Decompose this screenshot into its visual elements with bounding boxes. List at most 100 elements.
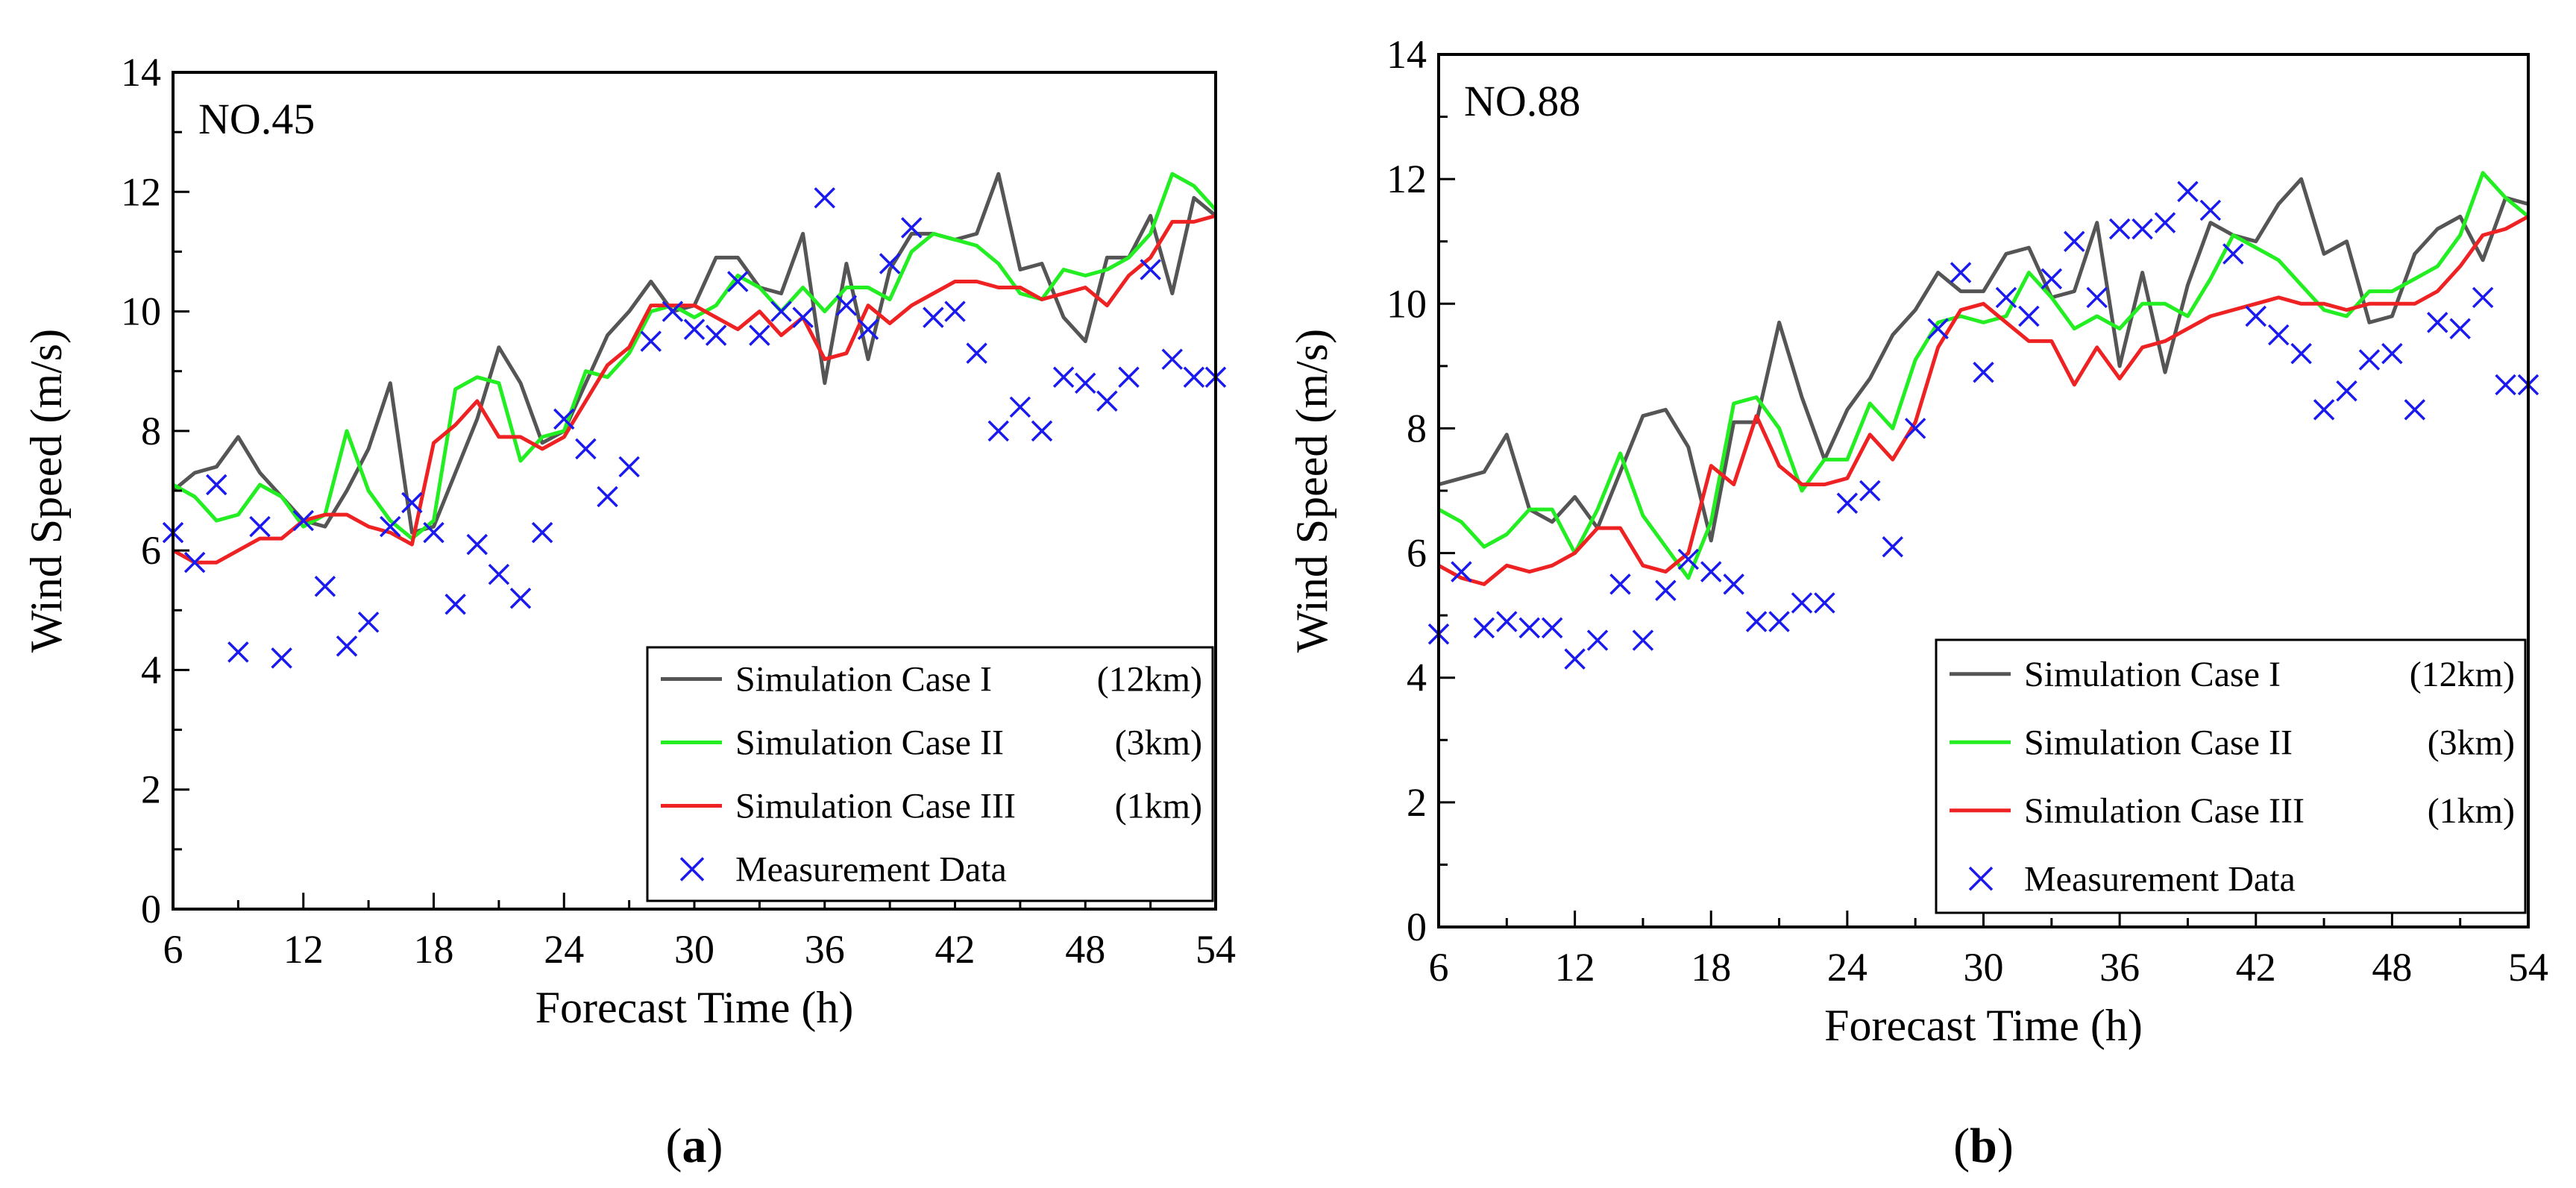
legend-resolution: (3km) [2428, 723, 2515, 762]
measurement-point [1052, 366, 1075, 388]
legend-label: Simulation Case I [2024, 655, 2281, 694]
measurement-point [357, 612, 380, 633]
x-tick-label: 54 [2508, 945, 2548, 990]
legend-resolution: (3km) [1115, 723, 1202, 763]
station-label-b: NO.88 [1464, 77, 1580, 125]
x-tick-label: 42 [935, 927, 976, 972]
legend-box [646, 646, 1214, 902]
measurement-point [1768, 611, 1790, 632]
measurement-point [835, 295, 858, 316]
x-axis-title-b: Forecast Time (h) [1824, 1001, 2143, 1050]
measurement-point [1118, 366, 1140, 388]
measurement-point [1927, 318, 1949, 339]
legend-resolution: (12km) [2410, 655, 2515, 694]
x-tick-label: 6 [163, 927, 183, 972]
measurement-point [531, 521, 553, 544]
measurement-point [1473, 617, 1495, 639]
y-tick-label: 6 [1407, 531, 1427, 576]
x-tick-label: 30 [1964, 945, 2004, 990]
y-tick-label: 12 [1386, 157, 1427, 201]
measurement-point [271, 647, 292, 669]
series-line-case-1 [172, 172, 1217, 535]
y-axis-title-b: Wind Speed (m/s) [1287, 329, 1336, 653]
measurement-point [727, 271, 749, 292]
x-tick-label: 30 [674, 927, 714, 972]
measurement-point [1564, 648, 1586, 670]
measurement-point [1586, 629, 1609, 651]
measurement-point [2018, 305, 2040, 327]
measurement-point [1745, 611, 1768, 632]
x-tick-label: 12 [283, 927, 324, 972]
x-tick-label: 36 [2099, 945, 2140, 990]
y-tick-label: 14 [121, 50, 161, 95]
measurement-point [2199, 199, 2222, 221]
measurement-point [814, 187, 835, 209]
measurement-point [944, 301, 966, 322]
measurement-point [509, 588, 532, 609]
measurement-point [2313, 399, 2335, 421]
measurement-point [2358, 349, 2381, 371]
measurement-point [2086, 286, 2108, 309]
measurement-point [2336, 380, 2357, 402]
measurement-point [1161, 348, 1183, 370]
measurement-point [1700, 561, 1722, 582]
measurement-point [2427, 312, 2448, 333]
measurement-point [1950, 262, 1972, 283]
legend-swatch-marker [679, 857, 705, 881]
chart-marks-b [1427, 171, 2539, 670]
measurement-point [1632, 629, 1654, 651]
measurement-point [227, 641, 249, 663]
measurement-point [1009, 396, 1031, 418]
measurement-point [1904, 418, 1926, 439]
subfigure-label-b: (b) [1953, 1119, 2014, 1173]
measurement-point [1609, 573, 1631, 595]
legend-box [1935, 638, 2527, 914]
measurement-point [2404, 399, 2426, 421]
x-tick-label: 54 [1196, 927, 1236, 972]
measurement-point [1973, 361, 1994, 383]
measurement-point [1496, 611, 1518, 632]
series-line-case-2 [172, 172, 1217, 541]
measurement-point [183, 551, 206, 573]
measurement-point [1723, 573, 1744, 595]
y-tick-label: 6 [141, 528, 161, 573]
measurement-point [770, 301, 792, 322]
x-tick-label: 18 [1691, 945, 1731, 990]
series-measurement-data [1427, 180, 2539, 670]
measurement-point [466, 533, 488, 556]
y-tick-label: 12 [121, 169, 161, 214]
legend-label: Simulation Case II [2024, 723, 2293, 762]
measurement-point [1882, 535, 1903, 558]
measurement-point [2290, 342, 2312, 365]
subfigure-label-a: (a) [666, 1119, 723, 1173]
measurement-point [749, 324, 770, 346]
measurement-point [2041, 268, 2063, 290]
y-tick-label: 8 [141, 409, 161, 453]
subfigure-letter-b: b [1970, 1119, 1997, 1173]
measurement-point [2245, 305, 2266, 327]
measurement-point [1541, 617, 1563, 639]
measurement-point [488, 563, 510, 585]
measurement-point [683, 318, 706, 340]
measurement-point [249, 515, 271, 538]
measurement-point [1518, 617, 1540, 639]
x-tick-label: 12 [1555, 945, 1595, 990]
measurement-point [792, 307, 814, 328]
measurement-point [1677, 548, 1700, 571]
legend-label: Simulation Case I [735, 660, 992, 700]
measurement-point [2267, 324, 2290, 346]
measurement-point [380, 515, 401, 538]
measurement-point [314, 575, 336, 597]
measurement-point [2177, 180, 2199, 203]
measurement-point [2381, 342, 2403, 365]
x-tick-label: 42 [2236, 945, 2276, 990]
y-tick-label: 0 [1407, 905, 1427, 949]
legend-resolution: (1km) [1115, 787, 1202, 826]
measurement-point [1096, 390, 1118, 412]
series-line-case-3 [172, 213, 1216, 565]
measurement-point [923, 307, 944, 328]
